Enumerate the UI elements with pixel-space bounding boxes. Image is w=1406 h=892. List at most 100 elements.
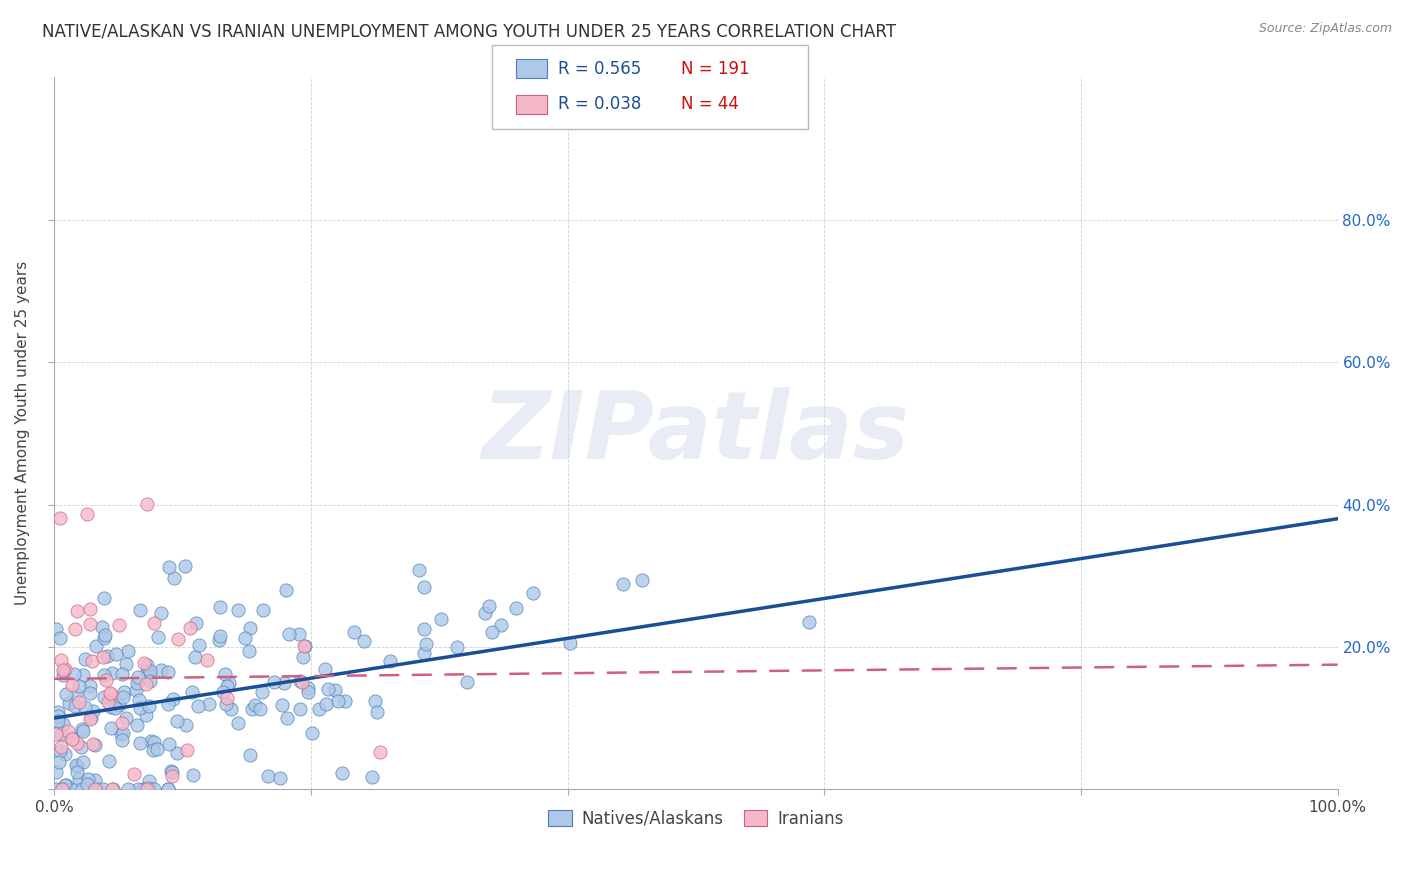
Point	[63, 622, 86, 636]
Text: N = 191: N = 191	[681, 60, 749, 78]
Point	[353, 634, 375, 648]
Point	[112, 690, 135, 704]
Point	[612, 576, 634, 591]
Point	[108, 698, 131, 712]
Point	[291, 650, 314, 665]
Point	[160, 764, 183, 778]
Point	[166, 632, 188, 646]
Point	[366, 706, 388, 720]
Point	[100, 687, 122, 701]
Point	[45, 727, 67, 741]
Point	[128, 693, 150, 707]
Point	[66, 604, 89, 618]
Point	[101, 665, 124, 680]
Point	[412, 622, 434, 636]
Point	[211, 685, 233, 699]
Point	[179, 621, 201, 635]
Point	[412, 646, 434, 660]
Point	[135, 497, 157, 511]
Point	[343, 624, 366, 639]
Text: Source: ZipAtlas.com: Source: ZipAtlas.com	[1258, 22, 1392, 36]
Point	[66, 758, 89, 772]
Point	[127, 781, 149, 796]
Point	[72, 668, 94, 682]
Point	[46, 709, 69, 723]
Point	[208, 632, 231, 647]
Point	[67, 695, 90, 709]
Point	[63, 666, 86, 681]
Point	[51, 781, 73, 796]
Point	[308, 702, 330, 716]
Point	[162, 769, 184, 783]
Point	[136, 665, 159, 679]
Point	[252, 603, 274, 617]
Point	[60, 678, 83, 692]
Point	[370, 745, 392, 759]
Point	[209, 630, 232, 644]
Point	[46, 714, 69, 728]
Point	[115, 657, 138, 671]
Point	[70, 739, 93, 754]
Point	[100, 700, 122, 714]
Point	[125, 682, 148, 697]
Point	[214, 666, 236, 681]
Point	[481, 625, 503, 640]
Point	[157, 781, 180, 796]
Text: ZIPatlas: ZIPatlas	[482, 387, 910, 479]
Point	[67, 772, 90, 786]
Point	[157, 559, 180, 574]
Point	[505, 601, 527, 615]
Text: N = 44: N = 44	[681, 95, 738, 113]
Point	[83, 738, 105, 752]
Point	[138, 698, 160, 713]
Point	[79, 616, 101, 631]
Point	[76, 777, 98, 791]
Point	[125, 676, 148, 690]
Point	[430, 612, 453, 626]
Point	[297, 685, 319, 699]
Point	[132, 781, 155, 796]
Point	[233, 631, 256, 645]
Point	[208, 600, 231, 615]
Point	[522, 586, 544, 600]
Point	[111, 715, 134, 730]
Point	[252, 684, 274, 698]
Point	[142, 781, 165, 796]
Point	[104, 700, 127, 714]
Point	[84, 781, 107, 796]
Point	[162, 692, 184, 706]
Point	[276, 711, 298, 725]
Point	[135, 707, 157, 722]
Point	[217, 691, 239, 706]
Point	[239, 621, 262, 635]
Point	[65, 757, 87, 772]
Point	[142, 615, 165, 630]
Point	[333, 694, 356, 708]
Point	[49, 726, 72, 740]
Point	[166, 714, 188, 728]
Point	[297, 681, 319, 695]
Point	[79, 679, 101, 693]
Point	[269, 771, 291, 785]
Point	[219, 702, 242, 716]
Point	[124, 766, 146, 780]
Point	[112, 726, 135, 740]
Point	[797, 615, 820, 630]
Point	[478, 599, 501, 614]
Point	[316, 681, 339, 696]
Point	[77, 772, 100, 786]
Point	[301, 725, 323, 739]
Point	[326, 693, 349, 707]
Point	[91, 620, 114, 634]
Point	[156, 665, 179, 679]
Point	[70, 722, 93, 736]
Point	[53, 664, 76, 678]
Point	[141, 734, 163, 748]
Point	[80, 654, 103, 668]
Point	[198, 697, 221, 711]
Point	[330, 765, 353, 780]
Point	[138, 781, 160, 796]
Point	[111, 666, 134, 681]
Point	[114, 710, 136, 724]
Point	[136, 781, 159, 796]
